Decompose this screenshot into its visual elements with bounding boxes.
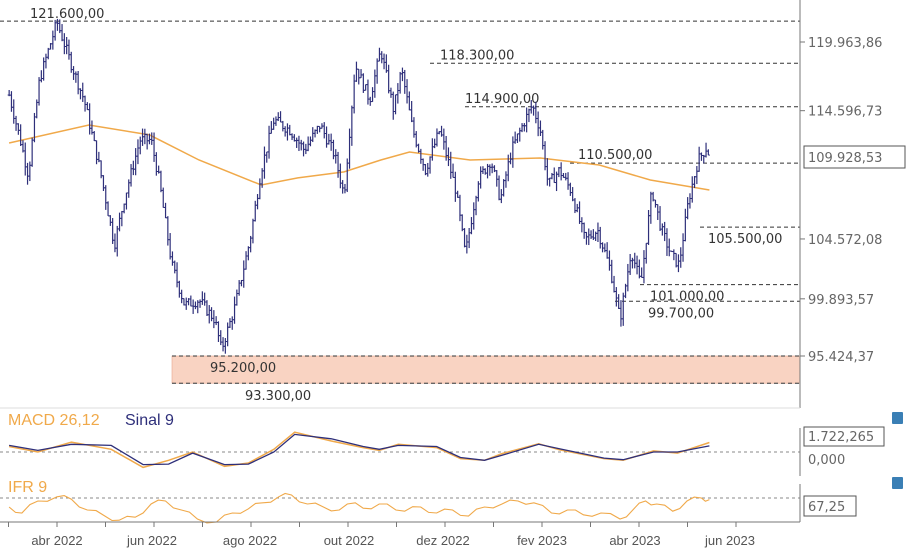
price-tick-label: 114.596,73 bbox=[808, 105, 882, 120]
level-label: 105.500,00 bbox=[708, 232, 782, 247]
price-tick-label: 99.893,57 bbox=[808, 293, 874, 308]
time-axis: abr 2022 jun 2022 ago 2022 out 2022 dez 2022… bbox=[8, 522, 755, 548]
time-tick-label: jun 2023 bbox=[704, 533, 755, 548]
signal-line bbox=[8, 433, 710, 466]
time-tick-label: out 2022 bbox=[324, 533, 375, 548]
price-tick-label: 95.424,37 bbox=[808, 350, 874, 365]
macd-lines bbox=[8, 431, 710, 469]
rsi-value-label: 67,25 bbox=[808, 500, 845, 515]
rsi-line bbox=[8, 492, 710, 524]
time-tick-label: jun 2022 bbox=[126, 533, 177, 548]
macd-title: MACD 26,12 bbox=[8, 412, 100, 429]
price-tick-label: 104.572,08 bbox=[808, 233, 882, 248]
time-tick-label: abr 2023 bbox=[609, 533, 660, 548]
price-tick-label: 119.963,86 bbox=[808, 36, 882, 51]
level-label: 110.500,00 bbox=[578, 148, 652, 163]
macd-value-label: 1.722,265 bbox=[808, 430, 874, 445]
time-tick-label: ago 2022 bbox=[223, 533, 277, 548]
level-label: 121.600,00 bbox=[30, 7, 104, 22]
macd-settings-icon[interactable] bbox=[892, 412, 903, 424]
support-zone-rect bbox=[171, 355, 801, 384]
level-label: 101.000,00 bbox=[650, 290, 724, 305]
level-label: 93.300,00 bbox=[245, 389, 311, 404]
macd-value-box bbox=[803, 426, 885, 447]
macd-zero-label: 0,000 bbox=[808, 453, 845, 468]
moving-average-line bbox=[8, 124, 710, 191]
price-bars bbox=[7, 18, 710, 354]
time-tick-label: abr 2022 bbox=[31, 533, 82, 548]
current-price-box bbox=[803, 145, 906, 169]
rsi-value-box bbox=[803, 495, 857, 517]
price-axis: 119.963,86 114.596,73 104.572,08 99.893,57 9… bbox=[800, 36, 882, 365]
current-price-label: 109.928,53 bbox=[808, 151, 882, 166]
macd-line bbox=[8, 431, 710, 469]
time-tick-label: dez 2022 bbox=[416, 533, 470, 548]
time-tick-label: fev 2023 bbox=[517, 533, 567, 548]
signal-title: Sinal 9 bbox=[125, 412, 174, 429]
level-label: 118.300,00 bbox=[440, 48, 514, 63]
level-label: 95.200,00 bbox=[210, 361, 276, 376]
level-label: 99.700,00 bbox=[648, 306, 714, 321]
rsi-title: IFR 9 bbox=[8, 479, 47, 496]
level-label: 114.900,00 bbox=[465, 92, 539, 107]
rsi-series-line bbox=[8, 492, 710, 524]
price-levels: 121.600,00 118.300,00 114.900,00 110.500,00… bbox=[0, 7, 800, 404]
rsi-settings-icon[interactable] bbox=[892, 477, 903, 489]
moving-average bbox=[8, 124, 710, 191]
support-zone bbox=[171, 355, 801, 384]
